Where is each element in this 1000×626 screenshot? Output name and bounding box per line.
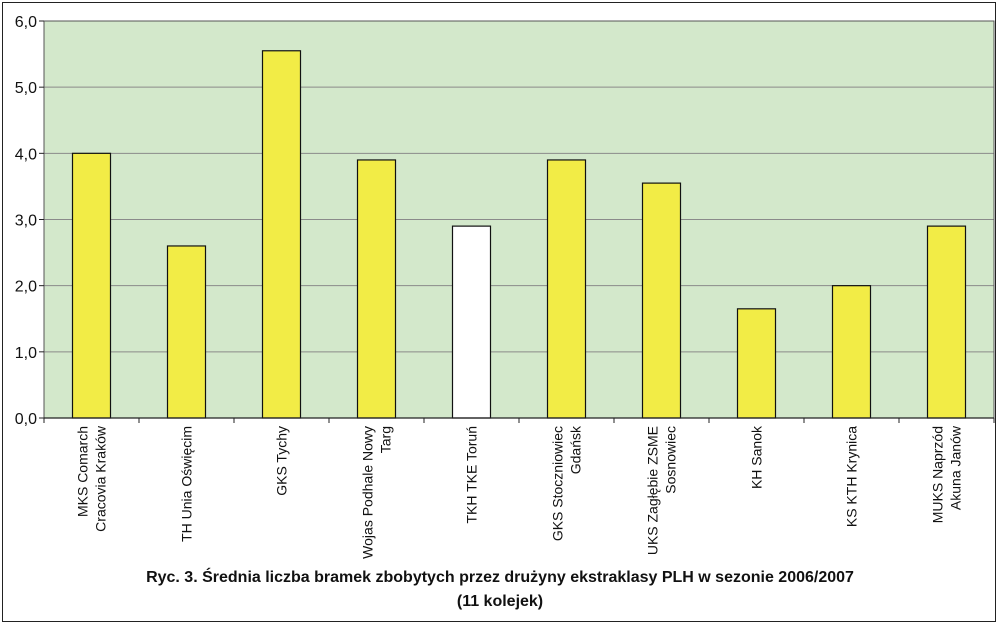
y-tick-label: 4,0 bbox=[15, 146, 37, 163]
bar bbox=[926, 225, 967, 419]
bar bbox=[641, 182, 682, 419]
y-tick-label: 2,0 bbox=[15, 279, 37, 296]
y-tick-label: 5,0 bbox=[15, 80, 37, 97]
x-tick-label: UKS Zagłębie ZSME Sosnowiec bbox=[645, 426, 679, 555]
y-tick-label: 0,0 bbox=[15, 411, 37, 428]
caption-line-1: Ryc. 3. Średnia liczba bramek zbobytych … bbox=[146, 569, 854, 586]
x-tick-label: GKS Tychy bbox=[274, 426, 290, 496]
caption-line-2: (11 kolejek) bbox=[456, 593, 544, 610]
x-tick-label: GKS Stoczniowiec Gdańsk bbox=[550, 425, 584, 541]
x-tick-label: TH Unia Oświęcim bbox=[179, 426, 195, 542]
y-tick-label: 1,0 bbox=[15, 345, 37, 362]
x-tick-label: Wojas Podhale Nowy Targ bbox=[360, 426, 394, 559]
bar bbox=[166, 245, 207, 419]
figure-caption: Ryc. 3. Średnia liczba bramek zbobytych … bbox=[0, 566, 1000, 614]
y-tick-label: 6,0 bbox=[15, 14, 37, 31]
x-tick-label: KS KTH Krynica bbox=[844, 426, 860, 527]
y-tick-label: 3,0 bbox=[15, 213, 37, 230]
bar bbox=[451, 225, 492, 419]
x-tick-label: MKS Comarch Cracovia Kraków bbox=[75, 425, 109, 532]
bar bbox=[831, 285, 872, 419]
bar bbox=[736, 308, 777, 419]
bar bbox=[71, 152, 112, 419]
x-tick-label: TKH TKE Toruń bbox=[464, 426, 480, 524]
x-tick-label: KH Sanok bbox=[749, 425, 765, 489]
x-tick-label: MUKS Naprzód Akuna Janów bbox=[930, 425, 964, 523]
bar bbox=[546, 159, 587, 419]
bar bbox=[261, 50, 302, 419]
bar bbox=[356, 159, 397, 419]
